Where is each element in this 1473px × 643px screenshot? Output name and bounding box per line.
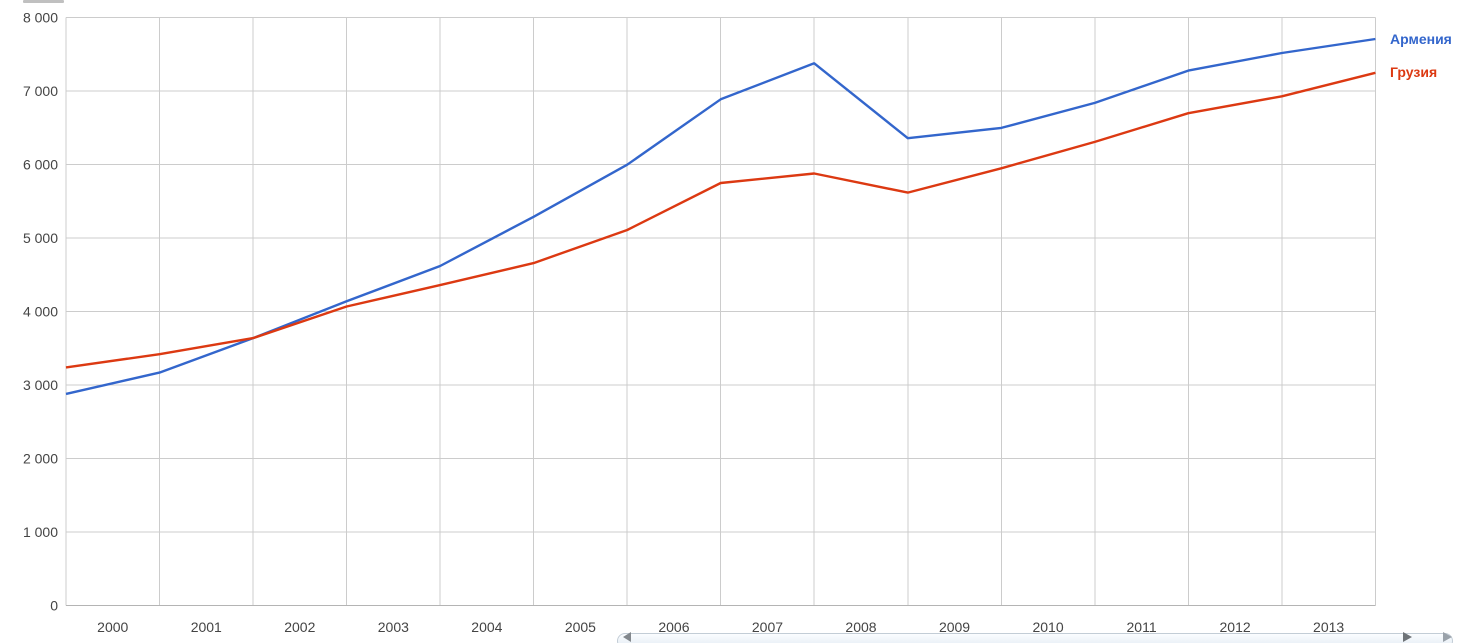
x-axis-tick-label: 2006 xyxy=(658,619,689,635)
legend-item-armenia[interactable]: Армения xyxy=(1390,31,1452,47)
plot-area[interactable] xyxy=(66,18,1375,606)
x-axis-tick-label: 2000 xyxy=(97,619,128,635)
y-axis-tick-label: 1 000 xyxy=(23,524,58,540)
x-axis-tick-label: 2007 xyxy=(752,619,783,635)
y-axis-tick-label: 3 000 xyxy=(23,377,58,393)
slider-left-handle-icon[interactable] xyxy=(623,632,631,642)
x-axis-tick-label: 2003 xyxy=(378,619,409,635)
series-line-0[interactable] xyxy=(65,37,1376,396)
time-slider-track[interactable] xyxy=(617,633,1453,643)
slider-right-handle-icon[interactable] xyxy=(1403,632,1412,642)
legend-item-georgia[interactable]: Грузия xyxy=(1390,64,1438,80)
y-axis-tick-label: 2 000 xyxy=(23,451,58,467)
x-axis-tick-label: 2001 xyxy=(191,619,222,635)
x-axis-tick-label: 2013 xyxy=(1313,619,1344,635)
x-axis-tick-label: 2010 xyxy=(1032,619,1063,635)
y-axis-tick-label: 6 000 xyxy=(23,157,58,173)
y-axis-tick-label: 8 000 xyxy=(23,10,58,26)
y-axis-tick-label: 7 000 xyxy=(23,83,58,99)
x-axis-tick-label: 2009 xyxy=(939,619,970,635)
y-axis-tick-label: 4 000 xyxy=(23,304,58,320)
x-axis-tick-label: 2002 xyxy=(284,619,315,635)
series-line-1[interactable] xyxy=(65,71,1376,369)
x-axis-tick-label: 2004 xyxy=(471,619,502,635)
x-axis-tick-label: 2005 xyxy=(565,619,596,635)
y-axis-tick-label: 0 xyxy=(50,598,58,614)
y-axis-tick-label: 5 000 xyxy=(23,230,58,246)
x-axis-tick-label: 2008 xyxy=(845,619,876,635)
cropped-text-artifact xyxy=(23,0,64,3)
x-axis-tick-label: 2012 xyxy=(1220,619,1251,635)
slider-end-arrow-icon[interactable] xyxy=(1443,632,1452,642)
x-axis-tick-label: 2011 xyxy=(1127,619,1157,635)
